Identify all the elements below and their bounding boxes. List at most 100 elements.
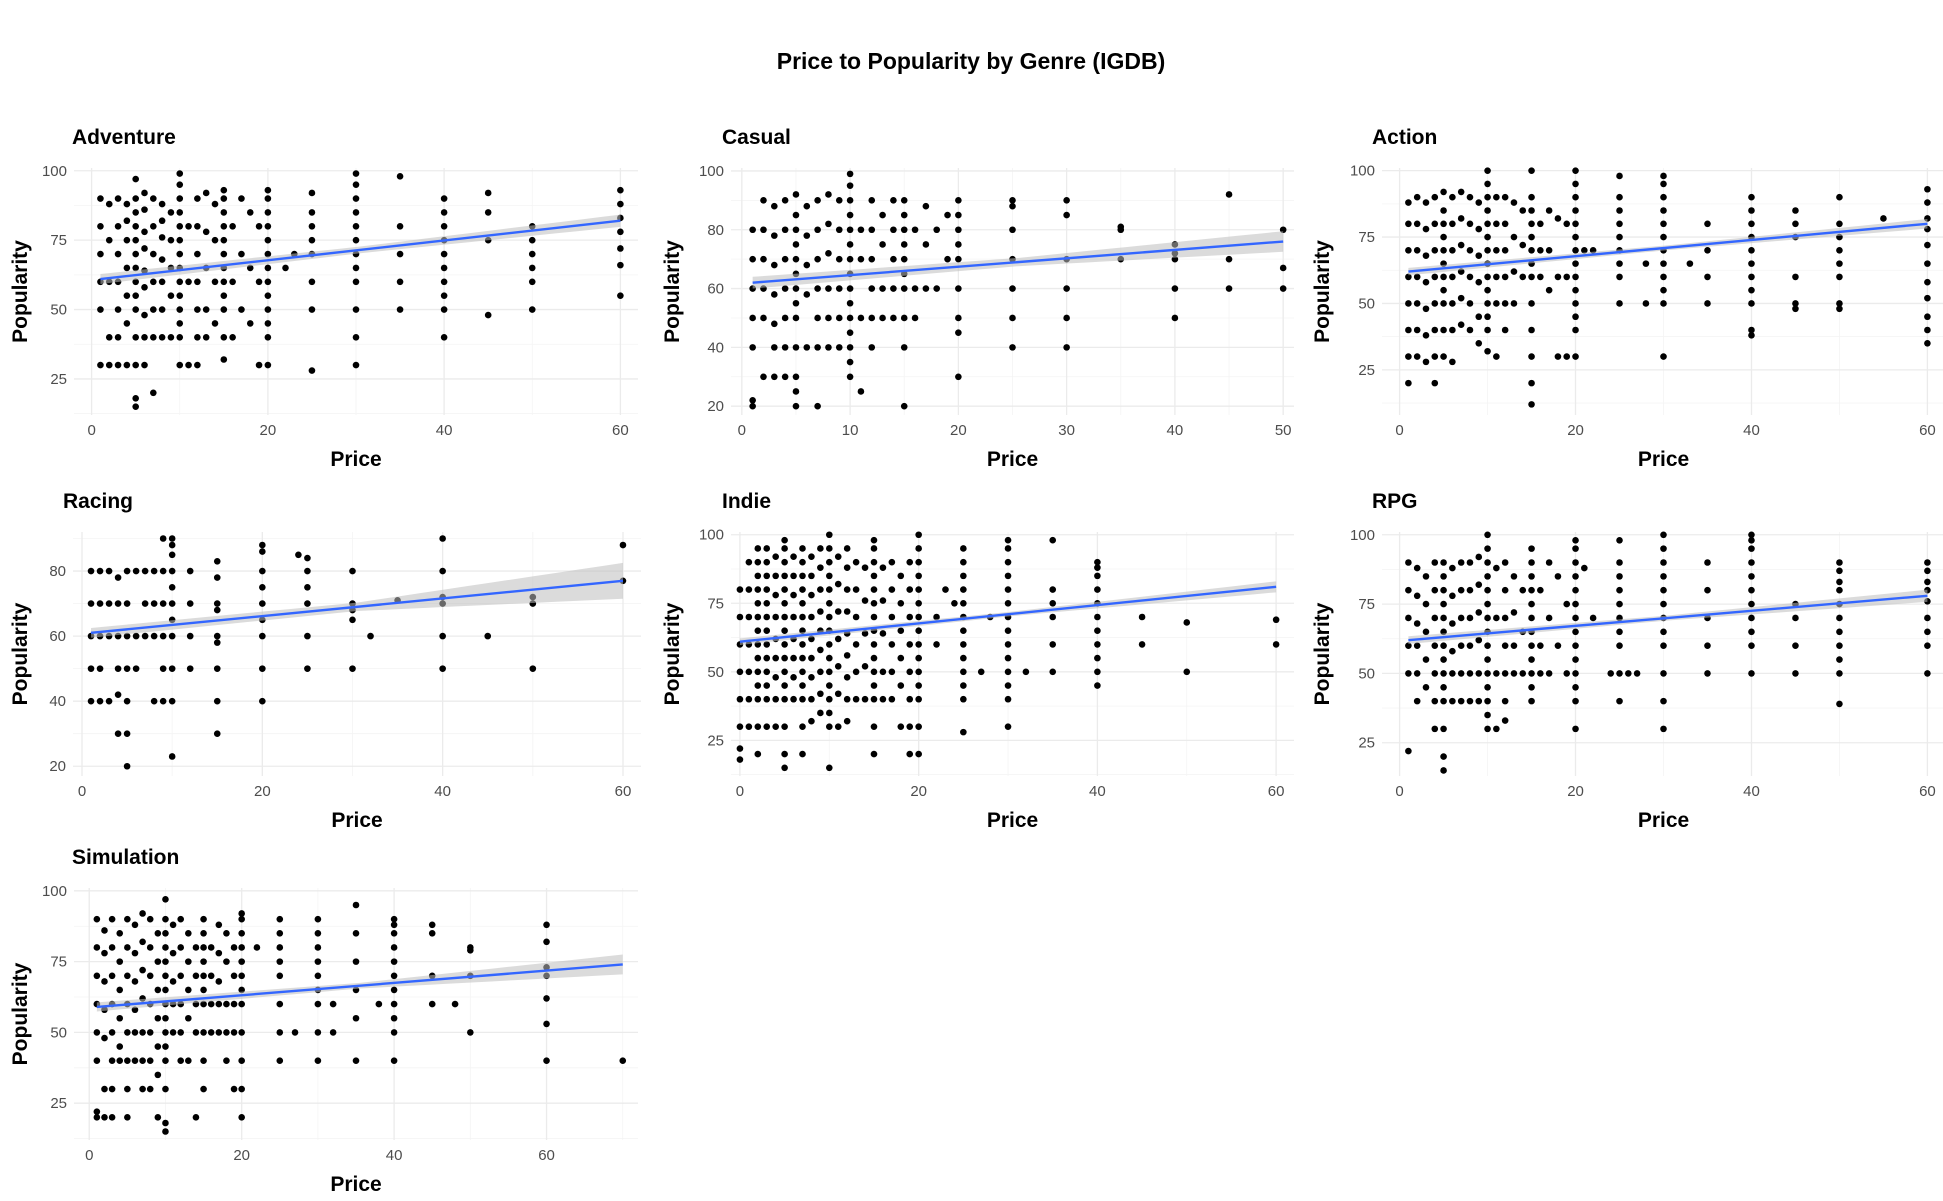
- data-point: [955, 197, 962, 204]
- data-point: [897, 654, 905, 662]
- data-point: [291, 1029, 299, 1036]
- data-point: [1660, 172, 1667, 180]
- data-point: [846, 314, 854, 322]
- data-point: [814, 402, 821, 410]
- data-point: [1924, 567, 1931, 575]
- data-point: [308, 222, 316, 230]
- data-point: [1748, 628, 1755, 636]
- data-point: [308, 236, 316, 244]
- data-point: [150, 278, 157, 286]
- data-point: [484, 311, 492, 319]
- data-point: [1431, 273, 1439, 281]
- data-point: [1466, 670, 1474, 677]
- data-point: [808, 553, 815, 560]
- data-point: [1528, 697, 1535, 705]
- data-point: [1413, 220, 1421, 228]
- data-point: [116, 986, 124, 994]
- data-point: [955, 285, 962, 292]
- data-point: [1792, 300, 1799, 307]
- data-point: [772, 674, 779, 681]
- data-point: [846, 255, 854, 263]
- data-point: [1572, 586, 1579, 594]
- data-point: [202, 333, 210, 341]
- data-point: [888, 558, 896, 566]
- data-point: [1440, 326, 1447, 334]
- data-point: [352, 958, 360, 965]
- data-point: [146, 944, 154, 951]
- data-point: [852, 558, 860, 566]
- data-point: [1924, 339, 1931, 347]
- data-point: [1449, 647, 1456, 655]
- data-point: [177, 1057, 185, 1065]
- data-point: [900, 226, 908, 234]
- x-tick-label: 60: [1919, 422, 1936, 439]
- data-point: [763, 654, 771, 662]
- data-point: [255, 278, 263, 286]
- data-point: [781, 613, 788, 621]
- data-point: [1748, 247, 1755, 254]
- data-point: [843, 564, 851, 571]
- data-point: [131, 921, 139, 929]
- data-point: [282, 264, 289, 272]
- data-point: [1704, 642, 1711, 649]
- data-point: [960, 627, 967, 634]
- data-point: [960, 586, 967, 593]
- data-point: [1501, 614, 1509, 622]
- data-point: [1484, 600, 1491, 608]
- data-point: [1049, 536, 1057, 544]
- y-tick-label: 100: [699, 527, 724, 544]
- data-point: [1466, 326, 1474, 334]
- data-point: [861, 663, 869, 670]
- data-point: [162, 972, 169, 980]
- data-point: [177, 972, 185, 980]
- data-point: [1449, 358, 1456, 366]
- data-point: [799, 586, 806, 593]
- data-point: [528, 278, 536, 286]
- data-point: [763, 558, 771, 566]
- data-point: [1484, 300, 1491, 307]
- data-point: [826, 682, 833, 689]
- data-point: [211, 320, 219, 327]
- data-point: [879, 241, 886, 248]
- data-point: [760, 255, 767, 263]
- data-point: [870, 572, 878, 580]
- data-point: [857, 255, 865, 263]
- data-point: [105, 236, 113, 244]
- data-point: [617, 292, 624, 299]
- data-point: [124, 915, 131, 923]
- data-point: [1510, 268, 1518, 275]
- data-point: [132, 567, 140, 575]
- data-point: [1449, 220, 1456, 228]
- data-point: [1272, 616, 1280, 624]
- data-point: [202, 189, 210, 197]
- data-point: [1660, 233, 1667, 241]
- data-point: [1484, 286, 1491, 294]
- confidence-band: [752, 231, 1284, 289]
- data-point: [264, 209, 272, 216]
- data-point: [223, 1000, 230, 1008]
- data-point: [781, 255, 789, 263]
- data-point: [1094, 586, 1101, 593]
- data-point: [1466, 300, 1474, 307]
- data-point: [162, 896, 169, 903]
- data-point: [1510, 642, 1518, 649]
- data-point: [159, 665, 167, 672]
- data-point: [1094, 682, 1101, 689]
- data-point: [1484, 670, 1491, 677]
- data-point: [194, 222, 201, 230]
- x-tick-label: 60: [1268, 783, 1285, 800]
- data-point: [1457, 294, 1465, 302]
- data-point: [123, 730, 131, 738]
- data-point: [132, 175, 139, 183]
- data-point: [238, 195, 245, 202]
- data-point: [955, 329, 962, 336]
- data-point: [146, 972, 154, 980]
- data-point: [141, 228, 148, 236]
- data-point: [799, 682, 806, 689]
- data-point: [1510, 300, 1518, 307]
- data-point: [960, 545, 967, 552]
- data-point: [101, 978, 108, 985]
- data-point: [1537, 586, 1544, 594]
- data-point: [1625, 670, 1632, 677]
- data-point: [1660, 531, 1667, 539]
